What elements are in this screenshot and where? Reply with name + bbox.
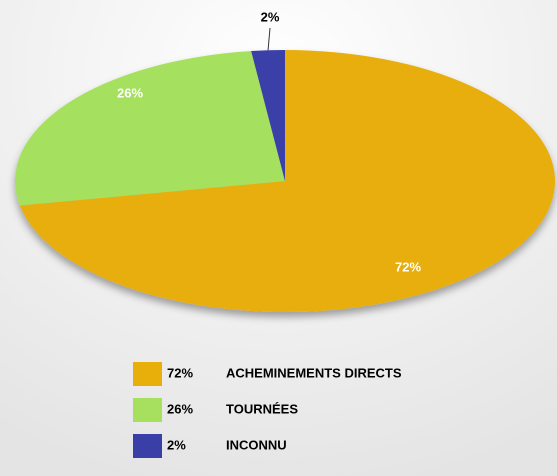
leader-line bbox=[267, 27, 271, 51]
legend-swatch bbox=[133, 434, 162, 458]
legend-value: 2% bbox=[167, 437, 186, 452]
legend-value: 72% bbox=[167, 365, 193, 380]
data-label: 72% bbox=[395, 259, 421, 274]
legend-swatch bbox=[133, 398, 162, 422]
pie-slice bbox=[251, 50, 285, 181]
legend-swatch bbox=[133, 362, 162, 386]
pie-slice bbox=[19, 50, 555, 312]
data-label: 26% bbox=[117, 85, 143, 100]
legend-value: 26% bbox=[167, 401, 193, 416]
legend-label: TOURNÉES bbox=[226, 401, 298, 416]
data-label: 2% bbox=[261, 9, 280, 24]
legend-label: ACHEMINEMENTS DIRECTS bbox=[226, 365, 402, 380]
pie-slice bbox=[14, 51, 285, 206]
pie bbox=[14, 50, 555, 312]
legend-label: INCONNU bbox=[226, 437, 287, 452]
